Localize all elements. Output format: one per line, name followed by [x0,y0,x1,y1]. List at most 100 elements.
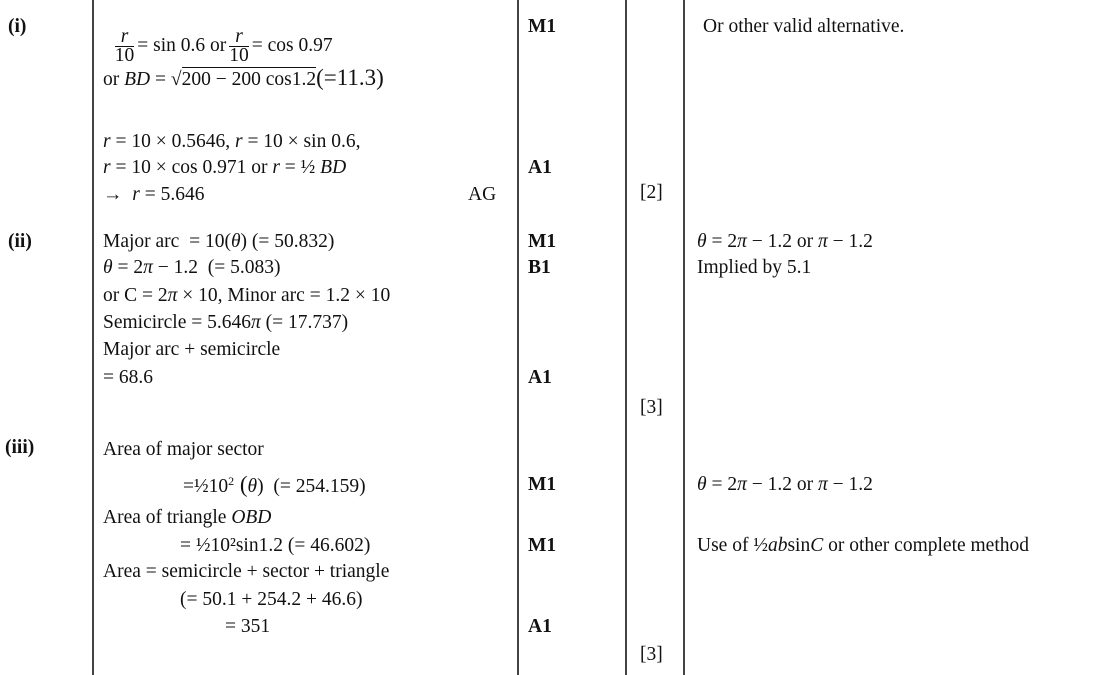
text: OBD [231,507,272,528]
text: π [167,285,178,306]
text: = [150,69,171,90]
working-line: = ½10²sin1.2 (= 46.602) [180,535,371,556]
text: = 10 × sin 0.6, [242,131,361,152]
working-line: = 351 [225,616,271,637]
text: ) (= 254.159) [257,476,366,497]
working-line: r 10 = sin 0.6 or r 10 = cos 0.97 [102,6,333,65]
text: (=11.3) [316,65,384,90]
text: =½10 [183,476,229,497]
working-line: Area of major sector [103,439,264,460]
text: C [810,535,824,556]
text: Use of ½ [697,535,768,556]
text: π [737,231,747,252]
numerator: r [114,27,135,47]
text: sin [787,535,811,556]
text: r [132,184,140,205]
working-line: or BD = √200 − 200 cos1.2(=11.3) [103,65,384,91]
mark: M1 [528,474,557,495]
text: θ [697,231,707,252]
working-line: or C = 2π × 10, Minor arc = 1.2 × 10 [103,285,390,307]
working-line: (= 50.1 + 254.2 + 46.6) [180,589,363,610]
mark: A1 [528,157,552,178]
superscript: 2 [228,474,235,488]
text: or other complete method [823,535,1030,556]
mark: B1 [528,257,551,278]
text: = sin 0.6 or [137,34,227,56]
text: = 5.646 [139,184,205,205]
working-line: Major arc = 10(θ) (= 50.832) [103,231,334,253]
total-marks: [3] [640,397,663,418]
text: BD [124,69,151,90]
text: π [737,474,747,495]
guidance: Or other valid alternative. [703,16,905,37]
part-label: (ii) [8,231,32,252]
text: − 1.2 or [746,231,818,252]
radicand: 200 − 200 cos1.2 [181,67,317,90]
working-line: r = 10 × cos 0.971 or r = ½ BD [103,157,346,179]
text: = cos 0.97 [251,34,333,56]
working-line: Area of triangle OBD [103,507,271,529]
text: π [818,231,828,252]
working-line: Area = semicircle + sector + triangle [103,561,390,582]
working-line: θ = 2π − 1.2 (= 5.083) [103,257,280,279]
text: r [103,131,111,152]
total-marks: [3] [640,644,663,665]
text: BD [320,157,347,178]
text: ) (= 50.832) [240,231,335,252]
fraction: r 10 [229,27,249,66]
guidance: Use of ½absinC or other complete method [697,535,1029,557]
working-line: Semicircle = 5.646π (= 17.737) [103,312,348,334]
guidance: θ = 2π − 1.2 or π − 1.2 [697,474,873,496]
text: − 1.2 or [746,474,818,495]
text: = 2 [706,474,738,495]
text: = 2 [706,231,738,252]
arrow: → [103,184,133,205]
text: r [103,157,111,178]
working-line: = 68.6 [103,367,153,388]
text: r [234,131,243,152]
sqrt-sign: √ [170,69,182,90]
guidance: θ = 2π − 1.2 or π − 1.2 [697,231,873,253]
column-divider [625,0,627,675]
text: = 2 [112,257,144,278]
text: ( [234,472,248,497]
text: − 1.2 [827,231,873,252]
mark: A1 [528,367,552,388]
mark: M1 [528,535,557,556]
text: = 10 × 0.5646, [110,131,235,152]
text: Area of triangle [103,507,232,528]
text: (= 17.737) [260,312,349,333]
column-divider [683,0,685,675]
text: π [818,474,828,495]
total-marks: [2] [640,182,663,203]
text: = ½ [279,157,321,178]
text: θ [247,476,258,497]
mark: M1 [528,16,557,37]
text: r [272,157,280,178]
text: = 10 × cos 0.971 or [110,157,273,178]
text: θ [103,257,113,278]
guidance: Implied by 5.1 [697,257,812,278]
text: − 1.2 [827,474,873,495]
text: or [103,69,125,90]
part-label: (iii) [5,437,35,458]
numerator: r [229,27,249,47]
working-line: Major arc + semicircle [103,339,281,360]
part-label: (i) [8,16,27,37]
working-line: =½102 (θ) (= 254.159) [183,472,366,498]
text: θ [697,474,707,495]
working-line: r = 10 × 0.5646, r = 10 × sin 0.6, [103,131,360,153]
column-divider [92,0,94,675]
text: Major arc = 10( [103,231,231,252]
denominator: 10 [114,45,135,66]
text: or C = 2 [103,285,168,306]
text: Semicircle = 5.646 [103,312,252,333]
text: − 1.2 (= 5.083) [152,257,281,278]
working-line: → r = 5.646 [103,184,204,206]
fraction: r 10 [114,27,135,66]
text: ab [767,535,788,556]
denominator: 10 [229,45,249,66]
text: θ [230,231,241,252]
column-divider [517,0,519,675]
answer-given-note: AG [468,184,497,205]
